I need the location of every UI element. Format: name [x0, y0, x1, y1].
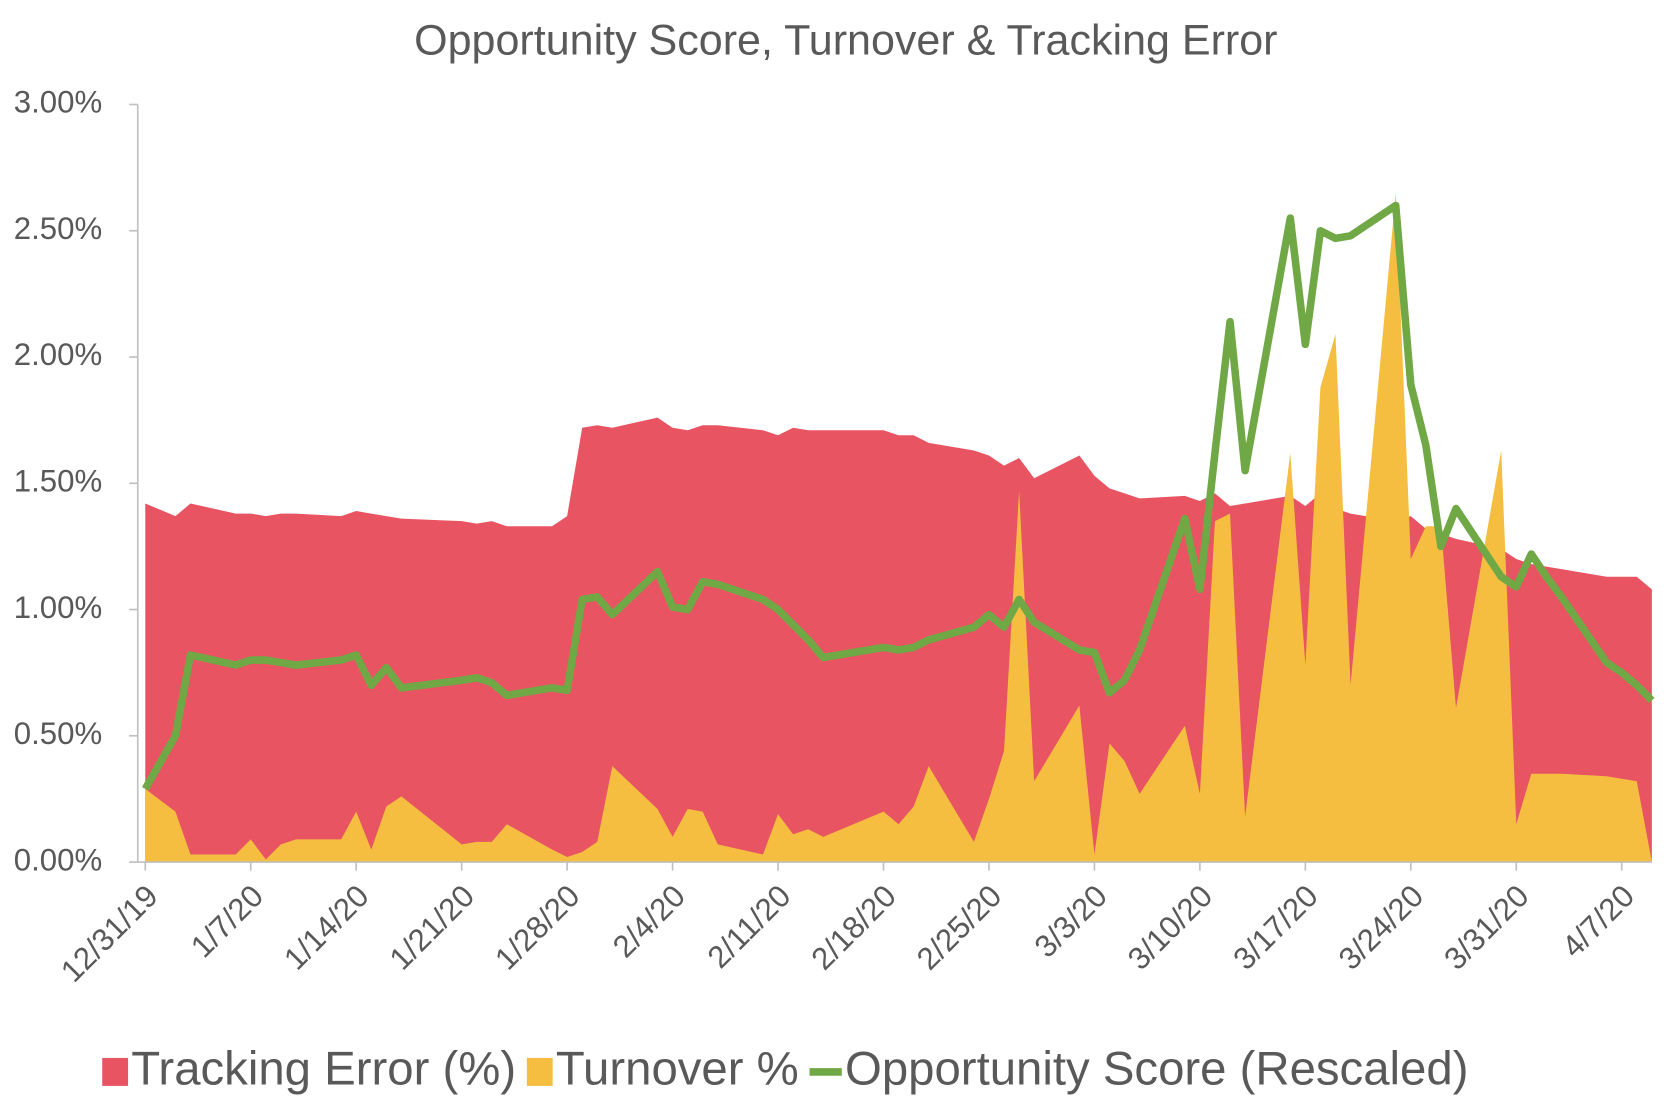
- x-tick-label: 1/14/20: [277, 878, 375, 976]
- x-tick-label: 3/10/20: [1121, 878, 1219, 976]
- x-tick-label: 2/18/20: [805, 878, 903, 976]
- x-tick-label: 1/28/20: [488, 878, 586, 976]
- line: [142, 201, 1655, 791]
- x-tick-label: 3/24/20: [1332, 878, 1430, 976]
- x-tick-label: 3/3/20: [1028, 878, 1114, 964]
- legend-item: Tracking Error (%): [102, 1042, 516, 1095]
- legend-item: Opportunity Score (Rescaled): [809, 1042, 1468, 1095]
- x-tick-label: 2/4/20: [606, 878, 692, 964]
- x-tick-label: 2/25/20: [910, 878, 1008, 976]
- y-tick-label: 0.50%: [14, 716, 102, 751]
- legend-swatch: [102, 1057, 129, 1086]
- x-tick-label: 4/7/20: [1555, 878, 1641, 964]
- area: [145, 192, 1652, 863]
- x-tick-label: 2/11/20: [701, 878, 798, 975]
- legend-swatch: [526, 1057, 553, 1086]
- legend-item: Turnover %: [526, 1042, 799, 1095]
- legend-label: Tracking Error (%): [131, 1042, 516, 1095]
- x-tick-label: 1/21/20: [383, 878, 481, 976]
- x-tick-label: 12/31/19: [54, 878, 165, 989]
- y-tick-label: 2.00%: [14, 337, 102, 372]
- legend-label: Turnover %: [556, 1042, 799, 1095]
- legend-label: Opportunity Score (Rescaled): [845, 1042, 1468, 1095]
- y-tick-label: 1.50%: [14, 464, 102, 499]
- x-tick-label: 3/17/20: [1226, 878, 1324, 976]
- y-tick-label: 2.50%: [14, 211, 102, 246]
- y-tick-label: 0.00%: [14, 842, 102, 877]
- y-tick-label: 3.00%: [14, 85, 102, 120]
- x-tick-label: 3/31/20: [1437, 878, 1535, 976]
- chart-title: Opportunity Score, Turnover & Tracking E…: [414, 17, 1277, 65]
- x-tick-label: 1/7/20: [184, 878, 270, 964]
- y-tick-label: 1.00%: [14, 590, 102, 625]
